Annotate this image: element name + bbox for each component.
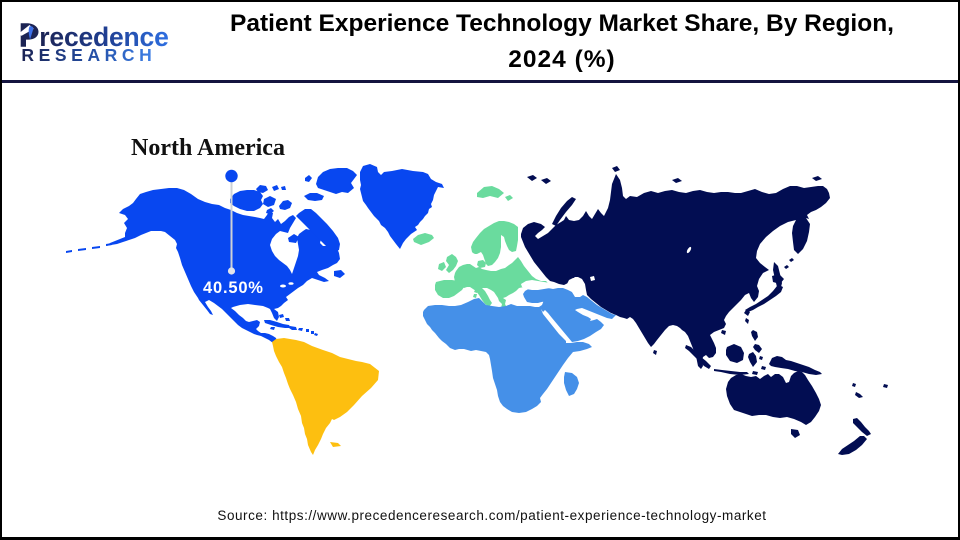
svg-text:recedence: recedence [39,22,168,52]
svg-text:RESEARCH: RESEARCH [21,45,156,65]
